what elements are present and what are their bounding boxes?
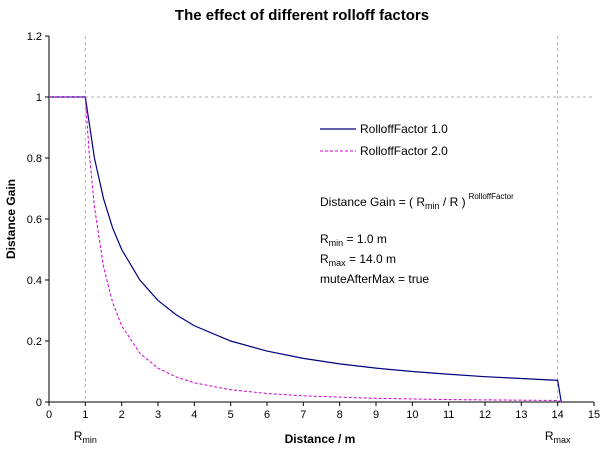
x-tick-label: 4: [191, 409, 197, 421]
y-tick-label: 0: [36, 397, 42, 409]
x-tick-label: 8: [337, 409, 343, 421]
y-axis-label: Distance Gain: [4, 179, 18, 259]
y-tick-label: 0.6: [27, 214, 42, 226]
x-tick-label: 9: [373, 409, 379, 421]
x-tick-label: 14: [552, 409, 564, 421]
chart-title: The effect of different rolloff factors: [175, 7, 429, 24]
x-tick-label: 1: [82, 409, 88, 421]
legend-label-rolloff-2: RolloffFactor 2.0: [360, 144, 448, 158]
x-tick-label: 10: [406, 409, 418, 421]
y-tick-label: 0.2: [27, 336, 42, 348]
x-axis-ticks: 0 1 2 3 4 5 6 7 8 9 10 11 12 13 14 15: [46, 402, 600, 421]
x-tick-label: 0: [46, 409, 52, 421]
series-line-rolloff-1: [49, 96, 562, 403]
reference-lines: [49, 36, 594, 402]
rmin-annotation: Rmin = 1.0 m: [320, 232, 387, 248]
x-marker-rmin: Rmin: [74, 429, 97, 445]
x-tick-label: 15: [588, 409, 600, 421]
series-lines: [49, 96, 562, 403]
x-tick-label: 5: [228, 409, 234, 421]
y-tick-label: 1: [36, 92, 42, 104]
x-tick-label: 7: [300, 409, 306, 421]
x-tick-label: 2: [119, 409, 125, 421]
formula-annotation: Distance Gain = ( Rmin / R ) RolloffFacto…: [320, 192, 514, 211]
x-axis-markers: Rmin Rmax: [74, 429, 571, 445]
y-tick-label: 1.2: [27, 31, 42, 43]
mute-annotation: muteAfterMax = true: [320, 272, 429, 286]
axes: [48, 36, 594, 403]
x-tick-label: 6: [264, 409, 270, 421]
legend-label-rolloff-1: RolloffFactor 1.0: [360, 122, 448, 136]
rmax-annotation: Rmax = 14.0 m: [320, 252, 396, 268]
x-axis-label: Distance / m: [285, 432, 356, 446]
x-tick-label: 11: [443, 409, 454, 421]
x-marker-rmax: Rmax: [545, 429, 571, 445]
y-tick-label: 0.4: [27, 275, 42, 287]
y-axis-ticks: 0 0.2 0.4 0.6 0.8 1 1.2: [27, 31, 49, 409]
y-tick-label: 0.8: [27, 153, 42, 165]
series-line-rolloff-2: [49, 96, 562, 403]
x-tick-label: 13: [515, 409, 527, 421]
x-tick-label: 12: [479, 409, 491, 421]
x-tick-label: 3: [155, 409, 161, 421]
legend: RolloffFactor 1.0 RolloffFactor 2.0: [320, 122, 448, 158]
